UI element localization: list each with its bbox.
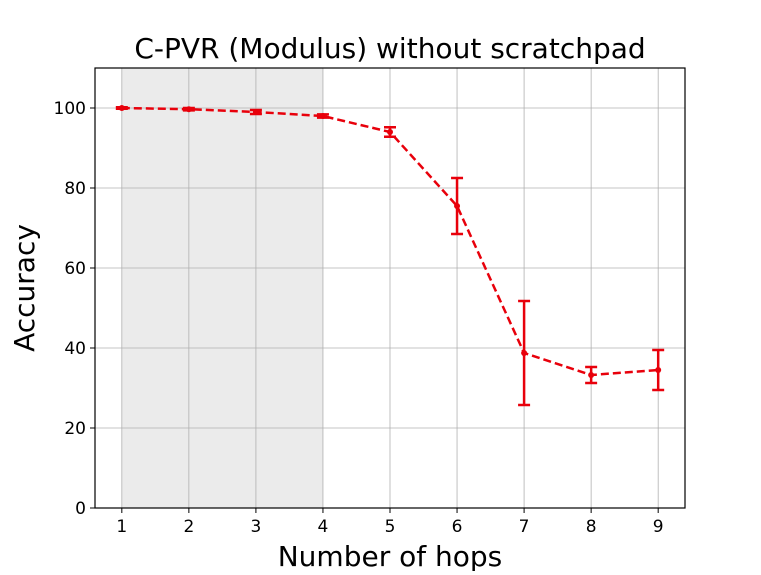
y-tick-label: 20: [64, 419, 86, 439]
x-tick-label: 7: [519, 517, 530, 537]
x-tick-label: 5: [385, 517, 396, 537]
chart-title: C-PVR (Modulus) without scratchpad: [134, 32, 645, 65]
point: [118, 105, 125, 111]
x-tick-label: 1: [116, 517, 127, 537]
x-axis-label: Number of hops: [278, 540, 503, 571]
point: [588, 372, 595, 378]
y-axis-label: Accuracy: [8, 224, 41, 352]
point: [185, 106, 192, 113]
y-tick-label: 100: [54, 99, 86, 119]
point: [454, 203, 461, 209]
x-tick-label: 4: [318, 517, 329, 537]
point: [521, 350, 528, 356]
y-tick-label: 40: [64, 339, 86, 359]
y-tick-label: 60: [64, 259, 86, 279]
y-tick-label: 0: [75, 499, 86, 519]
y-tick-label: 80: [64, 179, 86, 199]
x-tick-label: 3: [250, 517, 261, 537]
point: [387, 129, 393, 135]
x-tick-label: 6: [452, 517, 463, 537]
point: [252, 109, 259, 115]
point: [319, 113, 326, 119]
shaded-region: [121, 68, 323, 508]
x-tick-label: 2: [183, 517, 194, 537]
plot-frame: [94, 67, 686, 509]
x-tick-label: 8: [586, 517, 597, 537]
point: [655, 367, 662, 373]
x-tick-label: 9: [653, 517, 664, 537]
